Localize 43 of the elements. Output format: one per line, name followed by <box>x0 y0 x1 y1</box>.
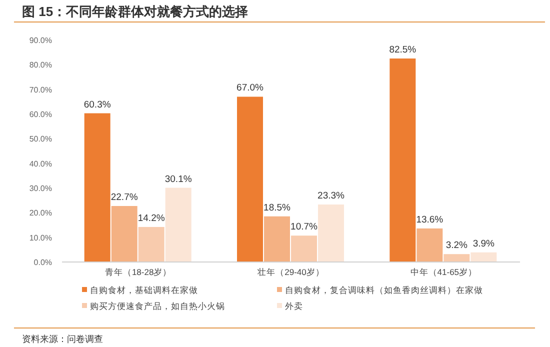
data-label: 82.5% <box>389 44 417 56</box>
y-tick-label: 80.0% <box>29 60 52 70</box>
y-tick-label: 10.0% <box>29 233 52 242</box>
bar <box>318 204 344 262</box>
data-label: 60.3% <box>84 99 112 110</box>
bar <box>444 254 470 262</box>
legend-label: 自购食材，基础调料在家做 <box>90 285 198 295</box>
legend-label: 购买方便速食产品，如自热小火锅 <box>90 301 225 311</box>
bar <box>84 113 110 262</box>
data-label: 18.5% <box>264 202 292 214</box>
legend-label: 自购食材，复合调味料（如鱼香肉丝调料）在家做 <box>285 285 483 295</box>
legend-label: 外卖 <box>285 301 303 311</box>
data-label: 67.0% <box>236 82 264 94</box>
data-label: 13.6% <box>416 214 444 226</box>
x-tick-label: 壮年（29-40岁） <box>256 267 324 277</box>
y-tick-label: 90.0% <box>29 36 52 45</box>
data-label: 14.2% <box>138 212 166 224</box>
y-tick-label: 60.0% <box>29 110 52 119</box>
data-label: 3.2% <box>446 240 468 252</box>
bar <box>111 206 138 262</box>
y-tick-label: 70.0% <box>29 85 52 94</box>
y-tick-label: 40.0% <box>29 159 52 168</box>
bar <box>390 58 416 262</box>
y-tick-label: 0.0% <box>34 258 52 267</box>
chart-title: 图 15：不同年龄群体对就餐方式的选择 <box>22 4 248 19</box>
bar <box>470 252 497 262</box>
bar <box>138 226 164 262</box>
y-tick-label: 30.0% <box>29 184 52 193</box>
data-label: 10.7% <box>290 222 318 233</box>
bar <box>416 228 443 262</box>
bar <box>237 96 263 262</box>
data-label: 30.1% <box>164 174 192 185</box>
y-tick-label: 50.0% <box>29 134 52 144</box>
data-label: 22.7% <box>110 192 138 204</box>
x-tick-label: 青年（18-28岁） <box>104 267 172 277</box>
bar <box>165 188 192 262</box>
y-tick-label: 20.0% <box>29 208 52 218</box>
bar <box>291 236 317 262</box>
data-label: 23.3% <box>318 190 346 202</box>
text: 资料来源：问卷调查 <box>22 334 103 344</box>
bar <box>264 216 290 262</box>
x-tick-label: 中年（41-65岁） <box>410 267 478 277</box>
data-label: 3.9% <box>472 238 496 250</box>
